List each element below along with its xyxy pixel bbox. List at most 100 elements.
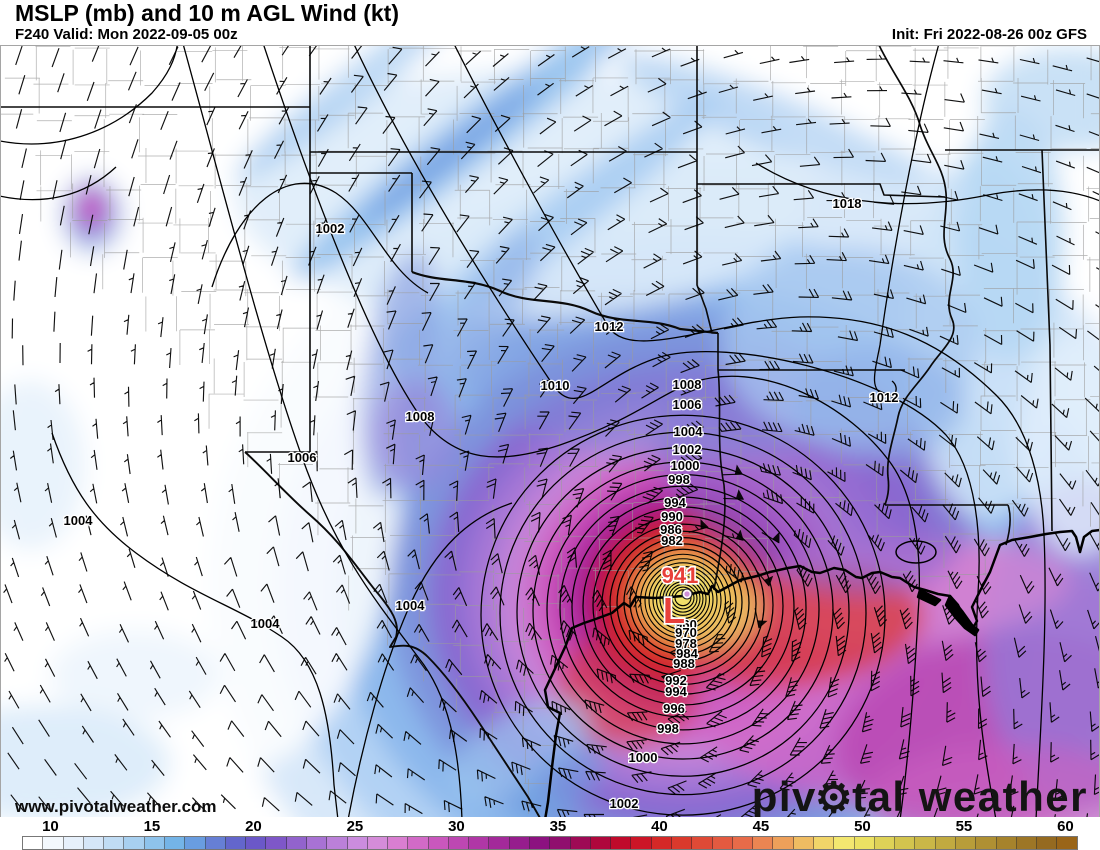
colorbar-cell [306, 837, 328, 849]
contour-label: 998 [657, 721, 679, 736]
colorbar-cell [388, 837, 409, 849]
storm-eye [681, 588, 693, 600]
colorbar-cell [611, 837, 632, 849]
contour-label: 994 [664, 495, 686, 510]
colorbar-cell [834, 837, 855, 849]
colorbar-tick: 30 [448, 818, 465, 835]
contour-label: 1000 [629, 750, 658, 765]
colorbar-cell [712, 837, 733, 849]
contour-label: 990 [661, 509, 683, 524]
colorbar-cell [23, 837, 44, 849]
colorbar-cell [286, 837, 307, 849]
contour-label: 1000 [671, 458, 700, 473]
colorbar-cell [448, 837, 470, 849]
colorbar-cell [672, 837, 693, 849]
contour-label: 982 [661, 533, 683, 548]
rio-grande-border [244, 451, 541, 818]
colorbar-tick: 10 [42, 818, 59, 835]
colorbar-cell [246, 837, 267, 849]
colorbar-cell [144, 837, 165, 849]
colorbar-tick: 45 [752, 818, 770, 835]
colorbar-tick: 50 [854, 818, 871, 835]
colorbar-cell [185, 837, 206, 849]
colorbar-cell [63, 837, 84, 849]
logo-text-left: piv [751, 773, 817, 820]
contour-label: 988 [673, 656, 695, 671]
colorbar-cell [955, 837, 977, 849]
contour-label: 1002 [673, 442, 702, 457]
colorbar-cell [124, 837, 145, 849]
pressure-contours [0, 45, 1100, 818]
contour-label: 994 [665, 684, 687, 699]
contour-label: 1006 [673, 397, 702, 412]
colorbar-cell [570, 837, 591, 849]
wind-speed-field [0, 45, 1100, 818]
contour-label: 1002 [610, 796, 639, 811]
forecast-map-svg: 1008100610041002100099899499098698296097… [0, 45, 1100, 818]
lake-pontchartrain [895, 540, 937, 564]
contour-label: 1018 [833, 196, 862, 211]
mississippi-delta [944, 594, 980, 637]
contour-label: 984 [676, 646, 698, 661]
valid-time: F240 Valid: Mon 2022-09-05 00z [15, 26, 238, 43]
colorbar-cell [205, 837, 226, 849]
colorbar-cell [753, 837, 774, 849]
map-canvas[interactable]: 1008 1006 1004 1002 1000 998 994 990 986 982 960 97… [0, 45, 1100, 821]
contour-label: 1004 [64, 513, 94, 528]
state-borders [0, 45, 1100, 818]
colorbar-cell [773, 837, 794, 849]
colorbar-cell [530, 837, 551, 849]
colorbar-cell [43, 837, 64, 849]
logo-text-right: tal weather [852, 773, 1088, 820]
contour-label: 970 [675, 625, 697, 640]
contour-label: 986 [660, 522, 682, 537]
contour-label: 1012 [595, 319, 624, 334]
map-title: MSLP (mb) and 10 m AGL Wind (kt) [15, 0, 399, 26]
colorbar-tick: 55 [955, 818, 973, 835]
contour-label: 1004 [674, 424, 704, 439]
colorbar-cell [225, 837, 247, 849]
colorbar-tick: 35 [549, 818, 567, 835]
colorbar-tick: 20 [245, 818, 262, 835]
colorbar-cell [631, 837, 652, 849]
colorbar-cell [1057, 837, 1077, 849]
colorbar-cell [327, 837, 348, 849]
colorbar-cell [874, 837, 896, 849]
colorbar-cell [347, 837, 368, 849]
contour-label: 992 [665, 673, 687, 688]
colorbar-cell [732, 837, 754, 849]
wind-barbs [3, 45, 1100, 818]
colorbar-cell [692, 837, 713, 849]
mississippi-river [878, 45, 955, 506]
init-time: Init: Fri 2022-08-26 00z GFS [891, 26, 1087, 43]
colorbar-tick: 15 [143, 818, 161, 835]
colorbar-cell [813, 837, 835, 849]
colorbar-cell [793, 837, 814, 849]
colorbar-cell [1016, 837, 1038, 849]
storm-min-pressure: 941 [662, 563, 699, 588]
colorbar-cell [469, 837, 490, 849]
colorbar-cell [266, 837, 287, 849]
colorbar-cell [550, 837, 571, 849]
watermark: www.pivotalweather.com [15, 797, 217, 816]
colorbar-cell [164, 837, 186, 849]
colorbar-cell [590, 837, 612, 849]
colorbar-cell [854, 837, 875, 849]
colorbar-cell [509, 837, 531, 849]
contour-label: 1012 [870, 390, 899, 405]
contour-label: 1006 [288, 450, 317, 465]
contour-label: 998 [668, 472, 690, 487]
colorbar-cell [976, 837, 997, 849]
contour-label: 978 [675, 636, 697, 651]
gear-icon: ⚙ [814, 774, 855, 821]
colorbar-cell [104, 837, 125, 849]
colorbar-cell [895, 837, 916, 849]
colorbar-cell [489, 837, 510, 849]
colorbar-cell [1037, 837, 1058, 849]
colorbar-tick-labels: 10 15 20 25 30 35 40 45 50 55 60 [0, 817, 1100, 836]
contour-label: 1008 [406, 409, 435, 424]
contour-label: 1002 [316, 221, 345, 236]
contour-labels: 1008100610041002100099899499098698296097… [62, 195, 900, 813]
